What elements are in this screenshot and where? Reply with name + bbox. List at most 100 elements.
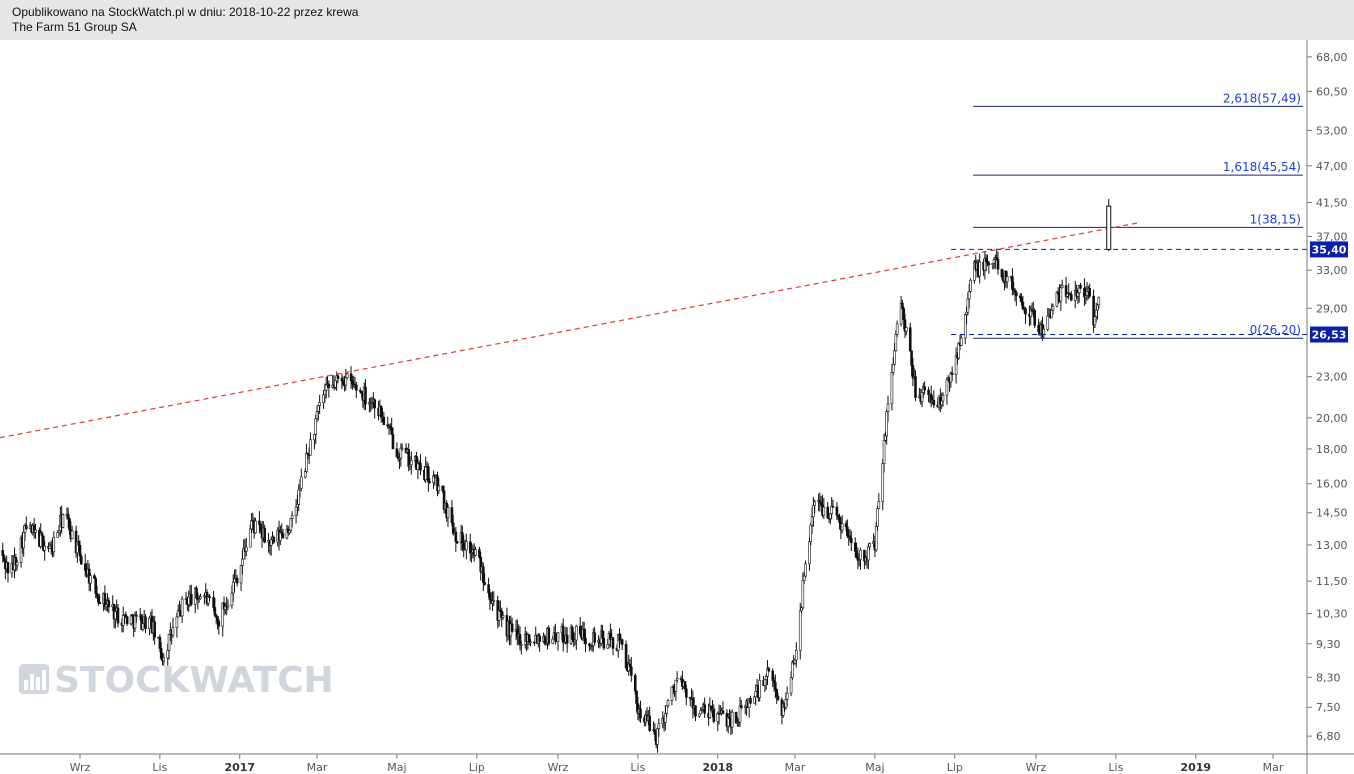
candle-body xyxy=(965,311,968,315)
candle-body xyxy=(34,529,37,533)
candle-body xyxy=(877,501,881,510)
candle-body xyxy=(125,616,129,625)
candle-body xyxy=(656,728,659,745)
candle-body xyxy=(135,614,138,617)
candle-body xyxy=(966,298,970,313)
stockwatch-watermark: STOCKWATCH xyxy=(19,660,334,701)
candle-body xyxy=(305,452,308,472)
fib-level-label: 1(38,15) xyxy=(1250,212,1301,226)
candle-body xyxy=(753,696,756,704)
chart-header: Opublikowano na StockWatch.pl w dniu: 20… xyxy=(0,0,1354,40)
candle-body xyxy=(863,549,866,562)
x-tick-label: Mar xyxy=(1263,761,1284,774)
candle-body xyxy=(94,578,98,594)
candle-body xyxy=(886,403,890,412)
instrument-name: The Farm 51 Group SA xyxy=(12,20,137,34)
candle-body xyxy=(764,676,768,680)
candle-body xyxy=(399,447,403,459)
x-tick-label: Wrz xyxy=(548,761,569,774)
candle-body xyxy=(901,302,904,309)
fib-level-label: 2,618(57,49) xyxy=(1223,91,1301,105)
candle-body xyxy=(1051,305,1055,311)
candle-body xyxy=(855,551,858,558)
y-tick-label: 13,00 xyxy=(1316,539,1348,552)
candle-body xyxy=(43,545,46,551)
candle-body xyxy=(902,308,906,320)
x-tick-label: 2019 xyxy=(1180,761,1211,774)
candle-body xyxy=(187,596,190,605)
candle-body xyxy=(340,378,344,382)
price-tag-label: 35,40 xyxy=(1312,243,1347,256)
candle-body xyxy=(784,699,788,708)
x-tick-label: Maj xyxy=(865,761,884,774)
candle-body xyxy=(180,598,184,617)
y-tick-label: 6,80 xyxy=(1316,730,1341,743)
y-tick-label: 41,50 xyxy=(1316,197,1348,210)
candle-body xyxy=(818,499,822,504)
candle-body xyxy=(639,708,642,719)
candle-body xyxy=(107,600,111,608)
candle-body xyxy=(808,541,811,565)
candle-body xyxy=(967,290,971,300)
candle-body xyxy=(226,604,230,608)
x-axis: Wrz Lis 2017 Mar Maj Lip Wrz Lis 2018 Mar Maj Lip Wr… xyxy=(70,754,1284,774)
candle-body xyxy=(1094,309,1098,317)
candle-body xyxy=(355,384,358,391)
candle-body xyxy=(538,635,541,642)
y-tick-label: 60,50 xyxy=(1316,85,1348,98)
candle-body xyxy=(1093,316,1097,326)
candle-body xyxy=(230,592,234,606)
candle-body xyxy=(694,705,697,717)
candle-body xyxy=(52,537,56,553)
candle-body xyxy=(754,691,758,698)
y-tick-label: 16,00 xyxy=(1316,478,1348,491)
candle-body xyxy=(214,614,218,617)
candle-body xyxy=(318,402,321,406)
fib-level-label: 0(26,20) xyxy=(1250,323,1301,337)
candle-body xyxy=(840,523,844,531)
candle-body xyxy=(289,518,293,531)
candle-body xyxy=(940,400,943,406)
y-tick-label: 8,30 xyxy=(1316,671,1341,684)
candle-body xyxy=(297,489,300,505)
candle-body xyxy=(791,661,794,678)
candle-body xyxy=(726,716,730,727)
candle-body xyxy=(148,617,151,629)
candle-body xyxy=(40,532,44,537)
candle-body xyxy=(927,389,930,396)
x-tick-label: Mar xyxy=(785,761,806,774)
candle-body xyxy=(217,620,221,627)
candle-body xyxy=(801,580,805,609)
price-tag-label: 26,53 xyxy=(1312,329,1347,342)
candle-body xyxy=(891,364,895,373)
candle-body xyxy=(771,670,775,681)
candle-body xyxy=(657,723,661,729)
candle-body xyxy=(462,542,465,549)
candle-body xyxy=(698,713,701,717)
candle-body xyxy=(195,588,198,599)
candle-body xyxy=(395,448,399,458)
candle-body xyxy=(441,485,445,492)
candle-body xyxy=(303,471,307,478)
candle-body xyxy=(451,522,455,534)
candle-body xyxy=(963,314,967,339)
candle-body xyxy=(1064,285,1068,297)
candle-body xyxy=(344,377,348,386)
candle-body xyxy=(190,593,193,605)
candle-body xyxy=(903,319,907,332)
candle-body xyxy=(313,434,316,441)
candle-body xyxy=(1042,328,1046,335)
candle-body xyxy=(465,541,468,551)
candle-body xyxy=(957,342,961,359)
price-tag xyxy=(1310,326,1348,343)
candle-body xyxy=(254,520,257,534)
candle-body xyxy=(208,596,211,598)
candle-body xyxy=(565,634,569,644)
y-tick-label: 20,00 xyxy=(1316,412,1348,425)
candle-body xyxy=(829,513,832,519)
candle-body xyxy=(838,516,841,523)
candle-body xyxy=(336,375,340,379)
candle-body xyxy=(379,406,383,418)
candle-body xyxy=(703,704,706,714)
candle-body xyxy=(97,595,100,603)
